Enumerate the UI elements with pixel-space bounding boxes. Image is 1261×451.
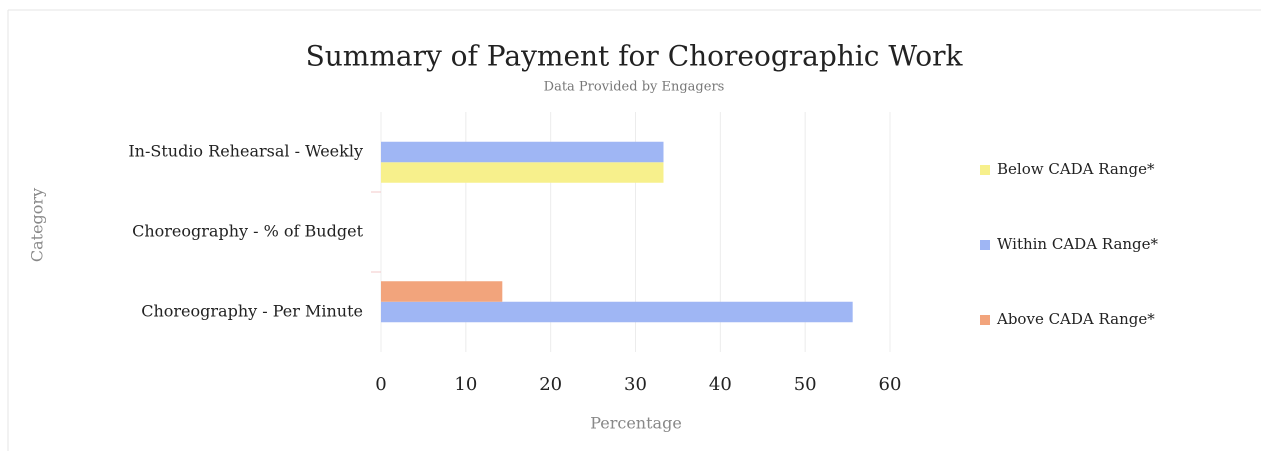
y-axis-title: Category	[28, 188, 47, 262]
y-tick-label: In-Studio Rehearsal - Weekly	[128, 142, 363, 161]
bar	[381, 162, 664, 183]
x-tick-label: 30	[624, 374, 647, 395]
x-tick-label: 0	[375, 374, 386, 395]
chart-title: Summary of Payment for Choreographic Wor…	[306, 40, 964, 73]
chart-subtitle: Data Provided by Engagers	[544, 80, 725, 95]
legend-swatch	[980, 240, 990, 250]
bar	[381, 301, 853, 323]
legend-swatch	[980, 165, 990, 175]
x-tick-label: 20	[539, 374, 562, 395]
bar	[381, 281, 503, 302]
x-tick-label: 50	[794, 374, 817, 395]
bar	[381, 141, 664, 163]
y-tick-label: Choreography - % of Budget	[132, 222, 363, 241]
legend-label: Within CADA Range*	[997, 235, 1159, 253]
x-tick-label: 40	[709, 374, 732, 395]
legend-label: Above CADA Range*	[996, 310, 1155, 328]
y-tick-label: Choreography - Per Minute	[141, 302, 363, 321]
legend-label: Below CADA Range*	[997, 160, 1155, 178]
legend-swatch	[980, 315, 990, 325]
x-axis-title: Percentage	[590, 414, 682, 433]
x-tick-label: 60	[879, 374, 902, 395]
x-tick-label: 10	[454, 374, 477, 395]
